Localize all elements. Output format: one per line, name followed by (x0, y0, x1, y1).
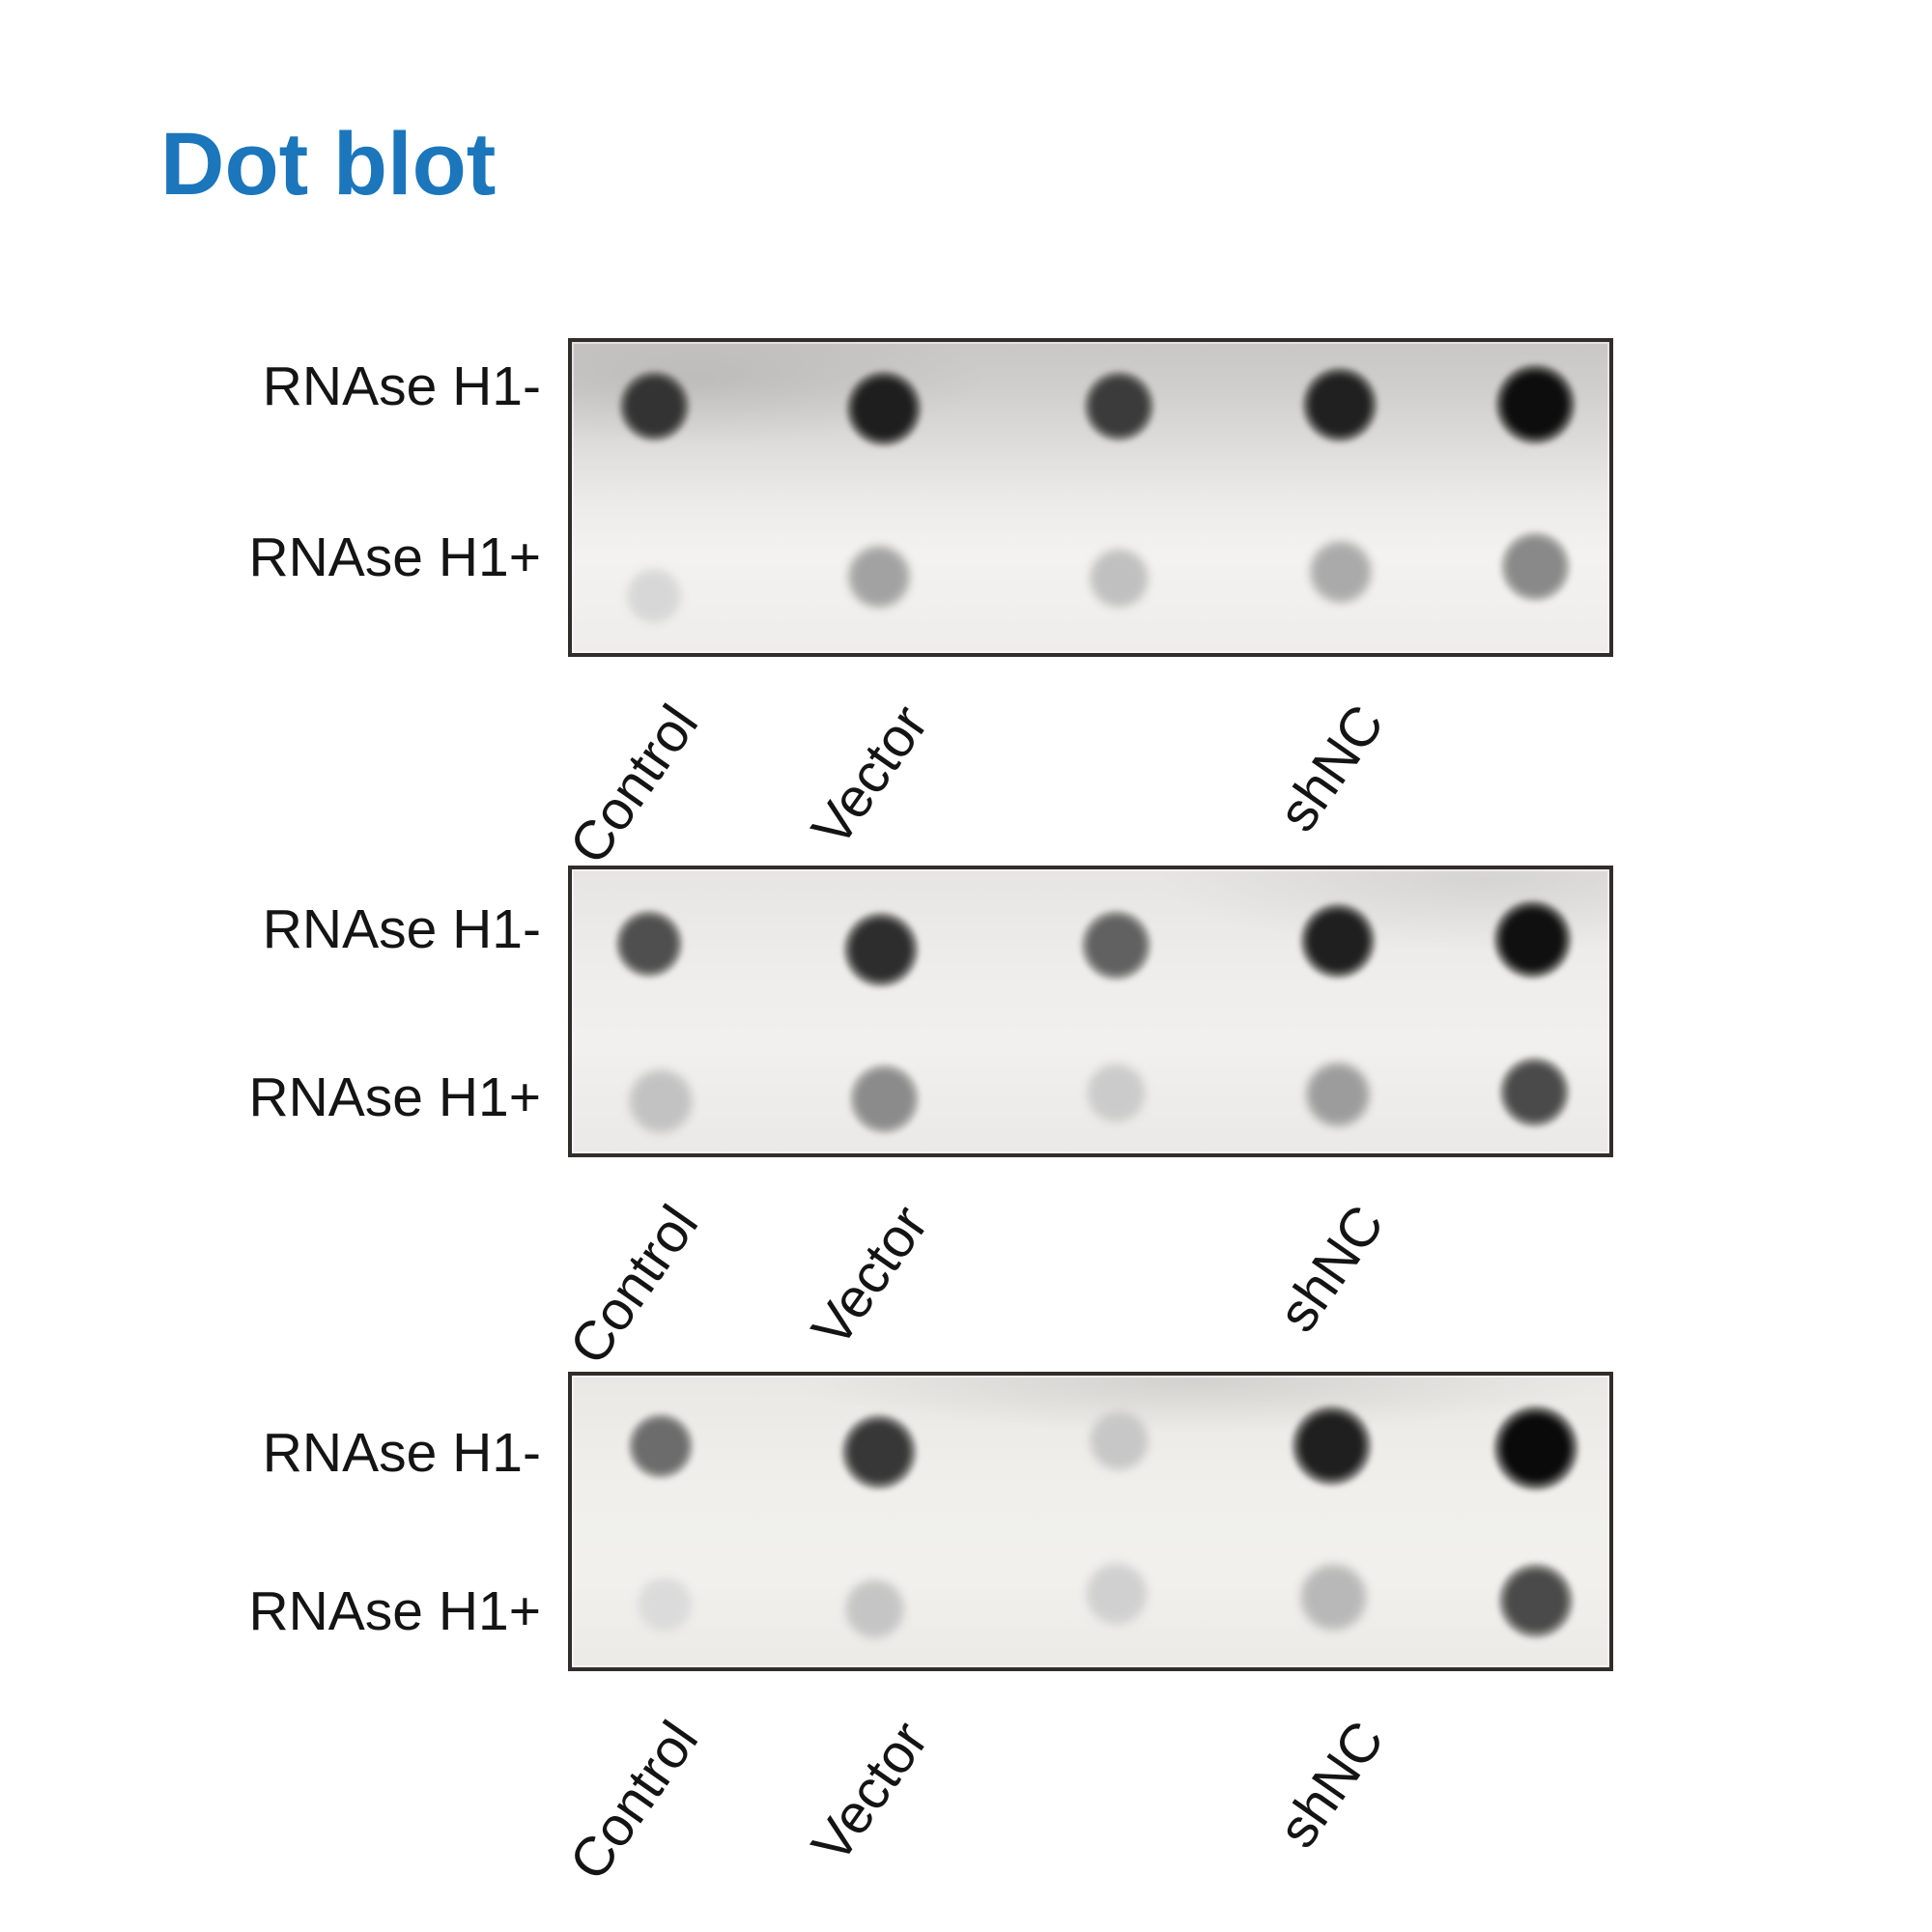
blot-dot (1087, 546, 1151, 610)
blot-panel-3 (568, 1372, 1613, 1671)
blot-dot (1300, 903, 1376, 979)
row-label: RNAse H1+ (248, 1580, 541, 1642)
blot-dot (1304, 1061, 1372, 1128)
blot-dot (1302, 367, 1378, 442)
blot-dot (625, 567, 683, 625)
blot-dot (1493, 1406, 1578, 1491)
blot-dot (1498, 1056, 1570, 1127)
blot-dot (628, 1413, 694, 1479)
blot-dot (846, 371, 922, 446)
row-label: RNAse H1+ (248, 526, 541, 588)
blot-dot (1498, 1563, 1574, 1638)
blot-dot (848, 1063, 920, 1134)
blot-dot (1080, 909, 1151, 980)
blot-dot (1492, 899, 1572, 979)
row-label: RNAse H1+ (248, 1066, 541, 1128)
blot-dot (1087, 1408, 1151, 1472)
row-label: RNAse H1- (262, 898, 541, 960)
blot-dot (841, 1414, 917, 1490)
col-label: Control (557, 1710, 711, 1891)
blot-dot (1084, 1561, 1150, 1627)
blot-dot (846, 544, 912, 610)
blot-dot (1084, 1061, 1148, 1124)
blot-dot (1308, 539, 1374, 605)
row-label: RNAse H1- (262, 1422, 541, 1484)
blot-dot (618, 370, 690, 441)
blot-dot (843, 912, 919, 987)
blot-dot (1083, 370, 1154, 441)
blot-dot (1291, 1405, 1372, 1486)
blot-dot (615, 910, 683, 978)
blot-dot (627, 1067, 695, 1135)
row-label: RNAse H1- (262, 355, 541, 417)
col-label: shNC (1266, 1710, 1397, 1860)
blot-dot (636, 1576, 694, 1634)
blot-panel-2 (568, 866, 1613, 1157)
blot-dot (1499, 530, 1571, 602)
blot-dot (842, 1577, 906, 1640)
col-label: Vector (800, 1710, 941, 1874)
blot-dot (1297, 1561, 1369, 1633)
blot-dot (1494, 363, 1576, 444)
figure-title: Dot blot (160, 115, 497, 213)
